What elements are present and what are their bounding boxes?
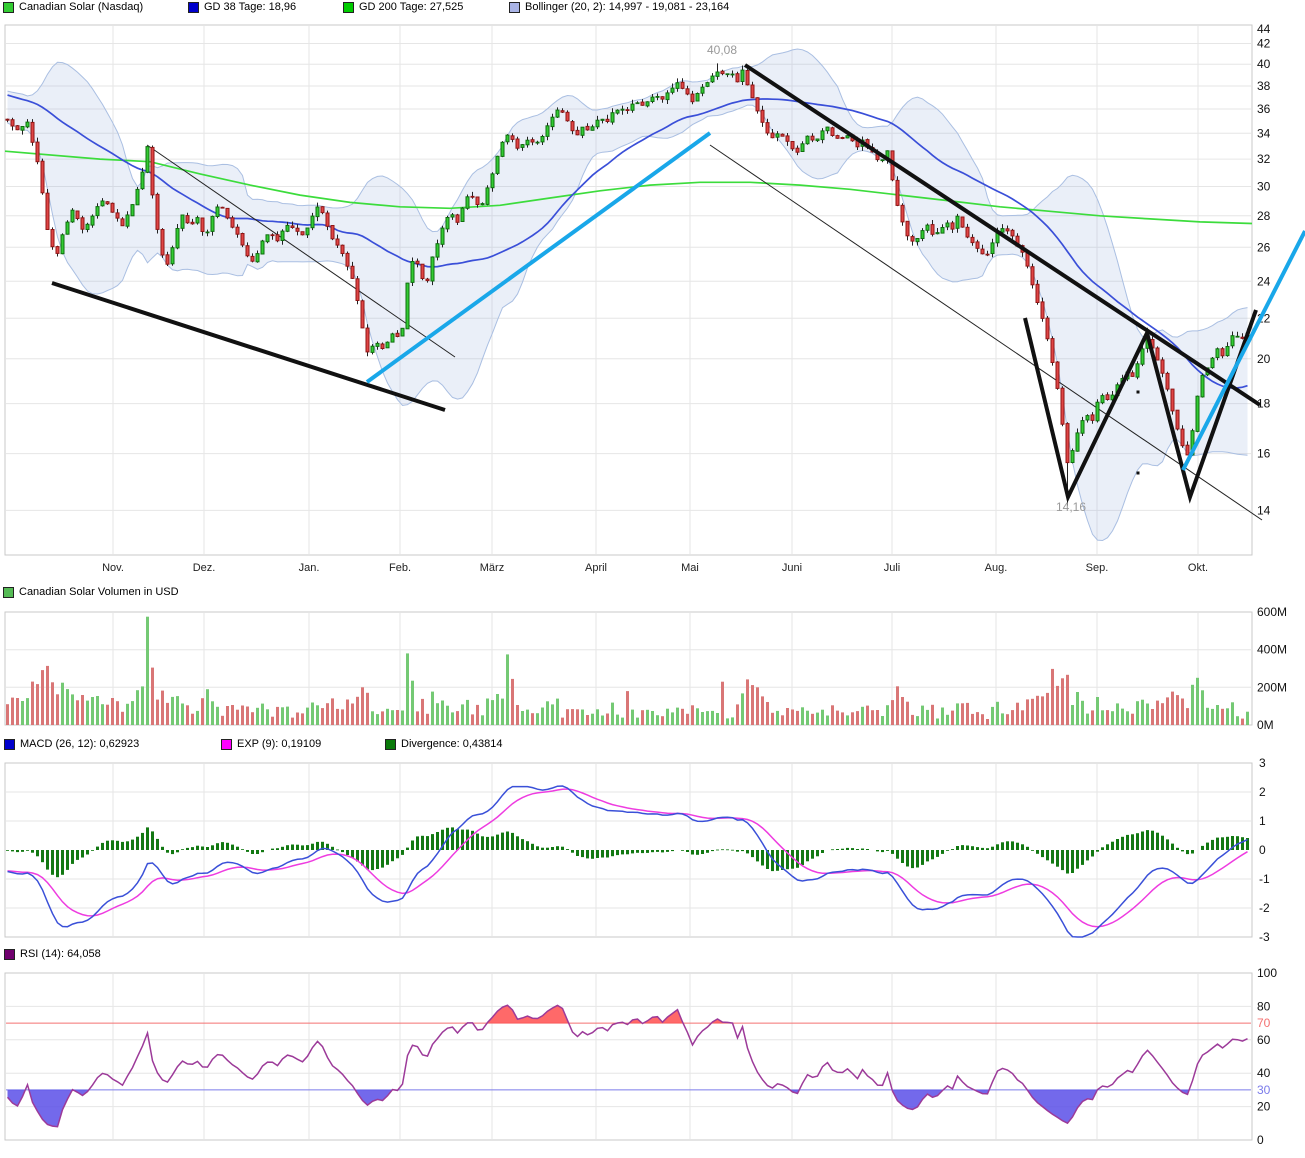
bollinger-band xyxy=(7,48,1248,542)
volume-swatch xyxy=(3,587,14,598)
rsi-oversold-fill xyxy=(7,1089,1190,1127)
svg-text:40: 40 xyxy=(1257,1066,1271,1080)
svg-text:30: 30 xyxy=(1257,179,1271,193)
svg-text:Jan.: Jan. xyxy=(299,562,320,574)
svg-text:Feb.: Feb. xyxy=(389,562,411,574)
svg-text:Mai: Mai xyxy=(681,562,699,574)
volume-legend: Canadian Solar Volumen in USD xyxy=(0,586,1305,600)
svg-text:70: 70 xyxy=(1257,1016,1271,1030)
rsi-overbought-fill xyxy=(467,1005,733,1024)
svg-text:Juli: Juli xyxy=(884,562,901,574)
gd200-label: GD 200 Tage: 27,525 xyxy=(359,1,464,13)
svg-text:Aug.: Aug. xyxy=(985,562,1008,574)
svg-text:26: 26 xyxy=(1257,240,1271,254)
svg-text:0: 0 xyxy=(1259,843,1266,857)
svg-text:40,08: 40,08 xyxy=(707,43,737,57)
volume-bars xyxy=(6,616,1249,726)
macd-label: MACD (26, 12): 0,62923 xyxy=(20,738,140,750)
svg-text:600M: 600M xyxy=(1257,605,1287,619)
svg-text:2: 2 xyxy=(1259,785,1266,799)
svg-text:März: März xyxy=(480,562,504,574)
svg-text:34: 34 xyxy=(1257,126,1271,140)
svg-text:32: 32 xyxy=(1257,152,1271,166)
svg-text:Juni: Juni xyxy=(782,562,802,574)
svg-text:100: 100 xyxy=(1257,966,1277,980)
thick-trendlines xyxy=(51,63,1262,504)
svg-text:40: 40 xyxy=(1257,57,1271,71)
bollinger-label: Bollinger (20, 2): 14,997 - 19,081 - 23,… xyxy=(525,1,730,13)
svg-text:Dez.: Dez. xyxy=(193,562,216,574)
svg-text:44: 44 xyxy=(1257,22,1271,36)
gd200-swatch xyxy=(343,2,354,13)
svg-text:-3: -3 xyxy=(1259,930,1270,944)
svg-text:80: 80 xyxy=(1257,999,1271,1013)
svg-text:14,16: 14,16 xyxy=(1056,500,1086,514)
rsi-legend: RSI (14): 64,058 xyxy=(0,948,1305,962)
svg-text:0: 0 xyxy=(1257,1133,1264,1147)
svg-text:42: 42 xyxy=(1257,36,1271,50)
svg-text:60: 60 xyxy=(1257,1033,1271,1047)
macd-legend: MACD (26, 12): 0,62923 EXP (9): 0,19109 … xyxy=(0,738,1305,752)
rsi-swatch xyxy=(4,949,15,960)
candlestick-series xyxy=(5,63,1250,506)
divergence-swatch xyxy=(385,739,396,750)
macd-histogram xyxy=(6,827,1249,878)
svg-text:36: 36 xyxy=(1257,102,1271,116)
svg-text:-1: -1 xyxy=(1259,872,1270,886)
exp-swatch xyxy=(221,739,232,750)
exp-label: EXP (9): 0,19109 xyxy=(237,738,322,750)
svg-text:38: 38 xyxy=(1257,79,1271,93)
svg-text:200M: 200M xyxy=(1257,680,1287,694)
bollinger-swatch xyxy=(509,2,520,13)
svg-text:14: 14 xyxy=(1257,503,1271,517)
svg-text:30: 30 xyxy=(1257,1083,1271,1097)
rsi-label: RSI (14): 64,058 xyxy=(20,948,101,960)
svg-text:28: 28 xyxy=(1257,209,1271,223)
cyan-trendlines xyxy=(365,131,1305,471)
svg-text:Sep.: Sep. xyxy=(1086,562,1109,574)
gd38-swatch xyxy=(188,2,199,13)
svg-text:400M: 400M xyxy=(1257,643,1287,657)
series-label: Canadian Solar (Nasdaq) xyxy=(19,1,144,13)
svg-text:Okt.: Okt. xyxy=(1188,562,1208,574)
svg-text:-2: -2 xyxy=(1259,901,1270,915)
svg-text:April: April xyxy=(585,562,607,574)
svg-text:20: 20 xyxy=(1257,352,1271,366)
thin-trendlines xyxy=(146,144,1263,521)
divergence-label: Divergence: 0,43814 xyxy=(401,738,503,750)
svg-text:0M: 0M xyxy=(1257,718,1274,732)
series-swatch xyxy=(3,2,14,13)
svg-text:3: 3 xyxy=(1259,756,1266,770)
macd-swatch xyxy=(4,739,15,750)
main-chart-legend: Canadian Solar (Nasdaq) GD 38 Tage: 18,9… xyxy=(0,1,1305,15)
svg-text:24: 24 xyxy=(1257,274,1271,288)
svg-text:1: 1 xyxy=(1259,814,1266,828)
svg-text:20: 20 xyxy=(1257,1100,1271,1114)
volume-label: Canadian Solar Volumen in USD xyxy=(19,586,179,598)
svg-text:Nov.: Nov. xyxy=(102,562,124,574)
svg-text:16: 16 xyxy=(1257,447,1271,461)
gd38-label: GD 38 Tage: 18,96 xyxy=(204,1,297,13)
svg-text:18: 18 xyxy=(1257,397,1271,411)
